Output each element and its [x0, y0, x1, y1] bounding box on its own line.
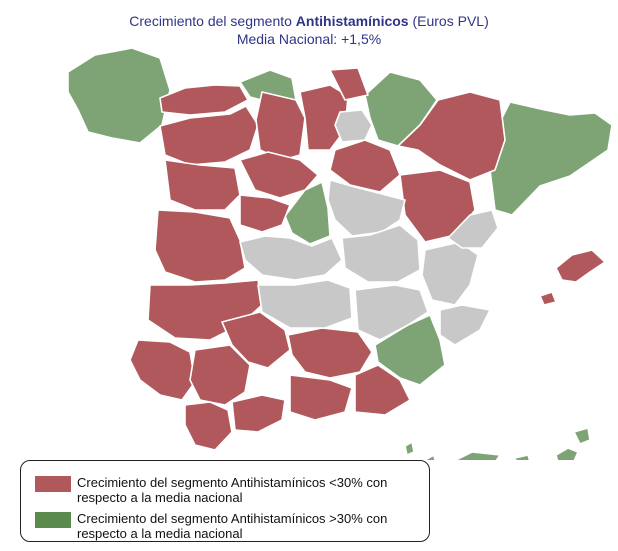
region-caceres [154, 209, 246, 283]
region-albacete [354, 284, 429, 341]
legend-item-below: Crecimiento del segmento Antihistamínico… [35, 475, 417, 505]
region-segovia [239, 194, 291, 233]
region-murcia [374, 314, 446, 386]
region-huelva [129, 339, 196, 401]
region-burgos [255, 91, 306, 161]
legend: Crecimiento del segmento Antihistamínico… [20, 460, 430, 542]
region-alava [334, 109, 373, 143]
title-suffix: (Euros PVL) [412, 13, 489, 29]
region-canarias-1 [404, 441, 415, 456]
legend-label-below: Crecimiento del segmento Antihistamínico… [77, 475, 388, 505]
region-valencia [421, 241, 479, 306]
region-rioja [329, 67, 369, 101]
region-toledo [239, 235, 343, 281]
title-bold: Antihistamínicos [295, 13, 409, 29]
legend-swatch-below [35, 476, 71, 492]
region-zamora [164, 159, 241, 211]
region-canarias-2 [424, 454, 436, 460]
legend-item-above: Crecimiento del segmento Antihistamínico… [35, 511, 417, 541]
region-valladolid [239, 151, 319, 199]
title-prefix: Crecimiento del segmento [129, 13, 292, 29]
region-ciudad-real [257, 279, 353, 329]
spain-province-map [67, 47, 613, 460]
region-cataluna [489, 101, 613, 216]
region-jaen [287, 327, 373, 379]
region-madrid [284, 181, 331, 245]
map-title: Crecimiento del segmento Antihistamínico… [0, 12, 618, 48]
region-malaga [231, 394, 286, 433]
region-guadalajara [327, 179, 406, 237]
region-cordoba [221, 311, 291, 369]
region-leon [159, 105, 259, 166]
region-sevilla [189, 344, 251, 406]
title-line-1: Crecimiento del segmento Antihistamínico… [0, 12, 618, 30]
legend-swatch-above [35, 512, 71, 528]
legend-label-above: Crecimiento del segmento Antihistamínico… [77, 511, 388, 541]
region-almeria [354, 364, 411, 416]
region-alicante [439, 304, 491, 346]
region-soria [329, 139, 401, 193]
region-galicia [67, 47, 171, 144]
region-canarias-5 [555, 447, 579, 460]
region-cuenca [341, 224, 421, 283]
region-ibiza [539, 291, 557, 306]
region-canarias-4 [514, 454, 531, 460]
region-canarias-6 [573, 427, 591, 445]
title-line-2: Media Nacional: +1,5% [236, 31, 382, 47]
region-cadiz [184, 401, 233, 451]
region-aragon [397, 91, 506, 181]
region-mallorca [555, 249, 606, 283]
region-asturias [159, 84, 249, 116]
region-castellon [447, 209, 499, 249]
region-granada [289, 374, 353, 421]
region-palencia [299, 84, 349, 151]
region-canarias-3 [454, 451, 501, 460]
